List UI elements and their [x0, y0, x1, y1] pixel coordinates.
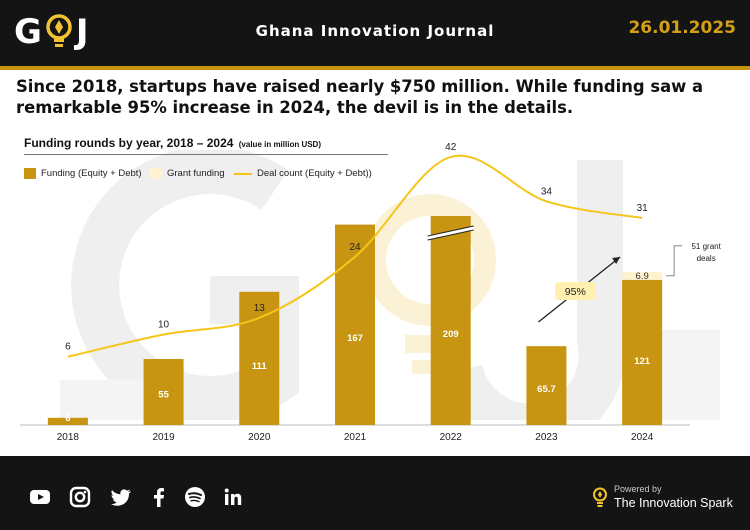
funding-bar-2022 — [430, 216, 471, 425]
legend-item-funding: Funding (Equity + Debt) — [24, 168, 142, 179]
chart-title: Funding rounds by year, 2018 – 2024 (val… — [24, 136, 321, 150]
deal-count-label-2023: 34 — [541, 186, 553, 197]
x-tick-2024: 2024 — [631, 432, 654, 443]
facebook-icon[interactable] — [148, 486, 170, 508]
linkedin-icon[interactable] — [222, 486, 244, 508]
publication-date: 26.01.2025 — [628, 18, 736, 38]
deal-count-label-2018: 6 — [65, 342, 71, 353]
legend-item-grant: Grant funding — [150, 168, 225, 179]
x-tick-2021: 2021 — [344, 432, 367, 443]
callout-leader — [666, 245, 683, 277]
logo-letter-g: G — [14, 12, 42, 52]
funding-bar-2019 — [143, 359, 184, 425]
legend-label-grant: Grant funding — [167, 168, 225, 179]
deal-count-label-2019: 10 — [158, 320, 170, 331]
chart-unit-note: (value in million USD) — [238, 140, 321, 149]
grant-callout-line1: 51 grant — [691, 242, 721, 251]
growth-badge — [555, 282, 596, 300]
deal-count-label-2021: 24 — [349, 242, 361, 253]
bar-value-2018: 6 — [65, 413, 70, 424]
brand-name[interactable]: The Innovation Spark — [614, 496, 733, 510]
x-tick-2020: 2020 — [248, 432, 271, 443]
axis-break-gap — [427, 226, 475, 240]
legend-swatch-grant — [150, 168, 162, 179]
axis-break-mark-top — [427, 225, 474, 237]
funding-bar-2018 — [47, 417, 88, 425]
grant-value-2024: 6.9 — [636, 271, 649, 282]
funding-bar-2023 — [526, 346, 567, 425]
lightbulb-icon — [46, 14, 72, 47]
funding-bar-2024 — [622, 279, 663, 425]
x-tick-2018: 2018 — [57, 432, 80, 443]
funding-chart: 6 2018 55 2019 111 2020 167 2021 209 2022 65.7 2023… — [20, 141, 729, 443]
instagram-icon[interactable] — [69, 486, 91, 508]
powered-by-label: Powered by — [614, 484, 662, 494]
funding-bar-2020 — [239, 291, 280, 425]
x-tick-2022: 2022 — [440, 432, 463, 443]
bar-value-2020: 111 — [252, 361, 268, 372]
header-divider — [0, 66, 750, 70]
legend-item-deals: Deal count (Equity + Debt)) — [234, 168, 372, 179]
deal-count-label-2024: 31 — [637, 203, 649, 214]
spotify-icon[interactable] — [184, 486, 206, 508]
deal-count-label-2022: 42 — [445, 142, 457, 153]
deal-count-label-2020: 13 — [254, 303, 266, 314]
chart-title-text: Funding rounds by year, 2018 – 2024 — [24, 136, 234, 150]
legend-label-deals: Deal count (Equity + Debt)) — [257, 168, 372, 179]
youtube-icon[interactable] — [29, 486, 51, 508]
logo-letter-j: J — [75, 12, 89, 52]
grant-bar-2024 — [622, 271, 663, 280]
bar-value-2023: 65.7 — [537, 384, 556, 395]
deal-count-line — [67, 154, 643, 358]
journal-title: Ghana Innovation Journal — [255, 22, 495, 40]
bar-value-2021: 167 — [347, 333, 363, 344]
twitter-icon[interactable] — [110, 486, 132, 508]
axis-break-mark-bottom — [427, 229, 474, 241]
headline: Since 2018, startups have raised nearly … — [16, 77, 704, 117]
legend-label-funding: Funding (Equity + Debt) — [41, 168, 142, 179]
legend-swatch-deals — [234, 172, 252, 175]
grant-callout-box — [684, 236, 729, 266]
bar-value-2024: 121 — [634, 356, 651, 367]
header-bar: G J Ghana Innovation Journal 26.01.2025 — [0, 0, 750, 66]
x-tick-2019: 2019 — [152, 432, 175, 443]
funding-bar-2021 — [335, 224, 375, 425]
chart-title-underline — [24, 154, 388, 155]
growth-arrowhead — [612, 257, 621, 264]
bar-value-2022: 209 — [443, 329, 459, 340]
spark-bulb-icon — [593, 487, 607, 507]
bar-value-2019: 55 — [158, 389, 169, 400]
legend-swatch-funding — [24, 168, 36, 179]
grant-callout-line2: deals — [697, 254, 716, 263]
journal-logo[interactable]: G J — [14, 12, 89, 52]
x-tick-2023: 2023 — [535, 432, 558, 443]
growth-badge-label: 95% — [565, 286, 586, 298]
